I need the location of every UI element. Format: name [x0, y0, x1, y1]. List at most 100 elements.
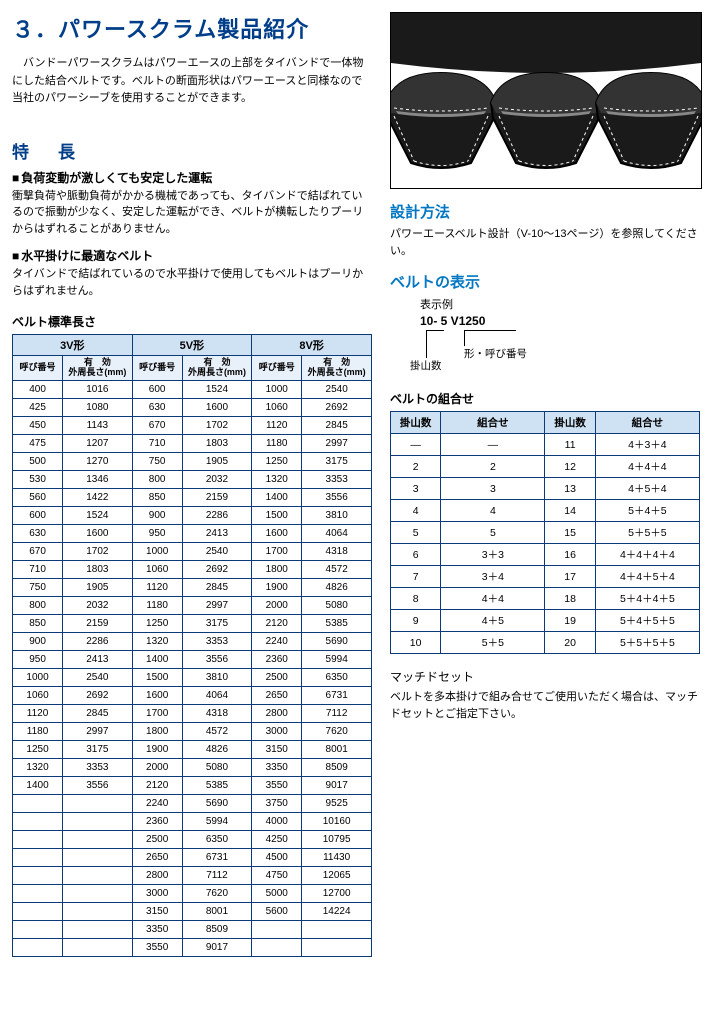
feature-1-title: 負荷変動が激しくても安定した運転: [12, 169, 372, 186]
len-cell: [13, 867, 63, 885]
len-cell: 4318: [182, 705, 251, 723]
combo-cell: 14: [545, 500, 595, 522]
len-cell: 7112: [302, 705, 372, 723]
combo-cell: 17: [545, 566, 595, 588]
len-cell: [63, 831, 132, 849]
len-cell: 710: [132, 435, 182, 453]
len-cell: 750: [132, 453, 182, 471]
display-kake-label: 掛山数: [410, 358, 442, 373]
len-cell: 7620: [302, 723, 372, 741]
len-cell: 2692: [302, 399, 372, 417]
len-cell: 850: [13, 615, 63, 633]
len-cell: 3810: [182, 669, 251, 687]
combo-cell: 16: [545, 544, 595, 566]
len-cell: 2240: [252, 633, 302, 651]
len-cell: 2500: [252, 669, 302, 687]
len-cell: 2650: [132, 849, 182, 867]
combo-cell: 12: [545, 456, 595, 478]
len-cell: 3556: [302, 489, 372, 507]
len-cell: 1143: [63, 417, 132, 435]
len-cell: 5385: [182, 777, 251, 795]
len-cell: 5994: [302, 651, 372, 669]
len-cell: [63, 903, 132, 921]
display-example: 表示例 10- 5 V1250 掛山数 形・呼び番号: [420, 296, 700, 376]
len-cell: 670: [13, 543, 63, 561]
len-cell: 4500: [252, 849, 302, 867]
len-cell: 1320: [132, 633, 182, 651]
len-cell: 1400: [132, 651, 182, 669]
len-cell: 1000: [132, 543, 182, 561]
matched-heading: マッチドセット: [390, 668, 700, 685]
display-ex-label: 表示例: [420, 296, 453, 312]
len-cell: [63, 795, 132, 813]
combo-cell: 2: [441, 456, 545, 478]
combo-cell: 4: [441, 500, 545, 522]
feature-2-body: タイバンドで結ばれているので水平掛けで使用してもベルトはプーリからはずれません。: [12, 266, 372, 299]
combo-cell: 20: [545, 632, 595, 654]
feature-1-body: 衝撃負荷や脈動負荷がかかる機械であっても、タイバンドで結ばれているので振動が少な…: [12, 188, 372, 238]
len-cell: 1120: [13, 705, 63, 723]
len-cell: 2159: [63, 615, 132, 633]
len-cell: 900: [13, 633, 63, 651]
len-cell: 2650: [252, 687, 302, 705]
len-cell: 750: [13, 579, 63, 597]
len-cell: 1905: [63, 579, 132, 597]
len-cell: 1700: [132, 705, 182, 723]
len-cell: 9525: [302, 795, 372, 813]
combo-cell: 3: [391, 478, 441, 500]
len-cell: 2120: [252, 615, 302, 633]
len-cell: 11430: [302, 849, 372, 867]
length-heading: ベルト標準長さ: [12, 313, 372, 330]
len-cell: 1250: [13, 741, 63, 759]
intro-text: バンドーパワースクラムはパワーエースの上部をタイバンドで一体物にした結合ベルトで…: [12, 55, 372, 108]
len-cell: 2286: [63, 633, 132, 651]
len-cell: 10160: [302, 813, 372, 831]
display-katachi-label: 形・呼び番号: [464, 346, 527, 361]
len-cell: 1900: [132, 741, 182, 759]
len-cell: 12700: [302, 885, 372, 903]
len-cell: 10795: [302, 831, 372, 849]
len-cell: 1500: [132, 669, 182, 687]
len-sub-no: 呼び番号: [252, 356, 302, 381]
combo-cell: 5: [441, 522, 545, 544]
len-cell: 4318: [302, 543, 372, 561]
len-cell: 475: [13, 435, 63, 453]
len-cell: 2240: [132, 795, 182, 813]
len-cell: [63, 813, 132, 831]
combo-cell: 5＋5＋5: [595, 522, 699, 544]
len-cell: [13, 849, 63, 867]
features-heading: 特 長: [12, 138, 372, 163]
len-cell: 5080: [302, 597, 372, 615]
len-cell: 1524: [63, 507, 132, 525]
len-cell: 5080: [182, 759, 251, 777]
length-table: 3V形 5V形 8V形 呼び番号有 効外周長さ(mm)呼び番号有 効外周長さ(m…: [12, 334, 372, 957]
len-cell: 2286: [182, 507, 251, 525]
combo-cell: 3＋4: [441, 566, 545, 588]
combo-cell: 4＋4＋4＋4: [595, 544, 699, 566]
len-cell: [13, 885, 63, 903]
len-cell: 2540: [182, 543, 251, 561]
len-cell: 3550: [252, 777, 302, 795]
len-cell: 2692: [182, 561, 251, 579]
len-cell: 2000: [132, 759, 182, 777]
len-cell: 2360: [132, 813, 182, 831]
len-cell: 4000: [252, 813, 302, 831]
len-cell: [13, 939, 63, 957]
len-cell: 850: [132, 489, 182, 507]
len-cell: 2540: [63, 669, 132, 687]
len-cell: 425: [13, 399, 63, 417]
len-cell: 2845: [63, 705, 132, 723]
len-cell: 3175: [302, 453, 372, 471]
len-cell: 1600: [132, 687, 182, 705]
matched-body: ベルトを多本掛けで組み合せてご使用いただく場合は、マッチドセットとご指定下さい。: [390, 689, 700, 722]
len-cell: 560: [13, 489, 63, 507]
len-cell: 1270: [63, 453, 132, 471]
len-cell: 8001: [182, 903, 251, 921]
len-cell: 2360: [252, 651, 302, 669]
len-sub-no: 呼び番号: [13, 356, 63, 381]
len-cell: 1346: [63, 471, 132, 489]
len-cell: 8509: [182, 921, 251, 939]
len-cell: 1180: [13, 723, 63, 741]
len-cell: [13, 795, 63, 813]
len-cell: 1803: [63, 561, 132, 579]
